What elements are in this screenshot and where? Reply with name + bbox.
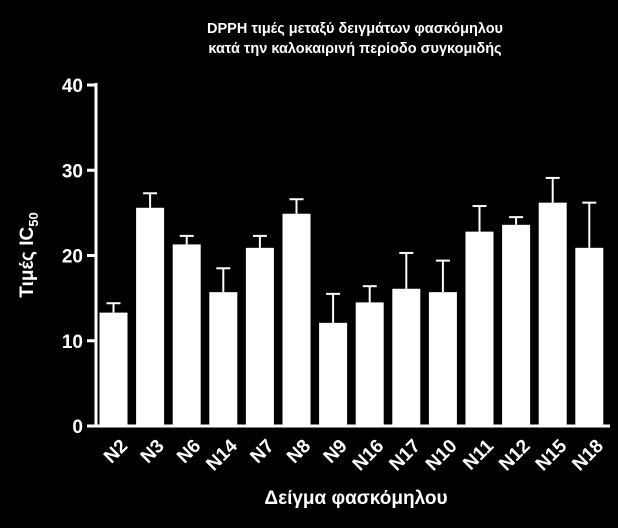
bar-N9 [319,322,348,426]
x-tick-label: N11 [459,435,498,474]
bar-N14 [209,292,238,426]
x-tick-label: N10 [422,436,461,475]
y-tick-label: 10 [62,332,83,353]
bar-N17 [392,288,421,426]
bar-N16 [355,302,384,426]
x-tick-label: N17 [385,436,424,475]
chart-title-line-1: DPPH τιμές μεταξύ δειγμάτων φασκόμηλου [207,21,503,37]
x-tick-label: N12 [495,436,534,475]
x-tick-label: N8 [283,436,315,468]
x-tick-label: N2 [100,436,132,468]
x-tick-label: N14 [202,435,242,475]
x-tick-label: N3 [137,436,169,468]
bar-N2 [99,312,128,426]
bar-N15 [538,202,567,426]
y-tick-label: 0 [72,417,83,438]
x-tick-label: N15 [532,435,572,475]
y-axis-label: Τιμές IC50 [17,212,41,297]
y-tick-label: 30 [62,161,83,182]
bar-N7 [245,247,274,426]
bar-N3 [136,207,165,426]
x-tick-label: N16 [349,436,388,475]
x-tick-label: N6 [173,436,205,468]
x-axis-label: Δείγμα φασκόμηλου [264,488,447,509]
bar-N6 [172,244,201,426]
y-tick-label: 40 [62,76,83,97]
x-tick-label: N9 [320,436,352,468]
chart-title-line-2: κατά την καλοκαιρινή περίοδο συγκομιδής [208,41,502,57]
bar-N8 [282,213,311,426]
x-tick-label: N18 [568,436,607,475]
bar-N12 [502,224,531,426]
bar-N10 [428,292,457,426]
x-tick-label: N7 [246,436,278,468]
bar-N18 [575,247,604,426]
y-tick-label: 20 [62,247,83,268]
bar-N11 [465,231,494,426]
